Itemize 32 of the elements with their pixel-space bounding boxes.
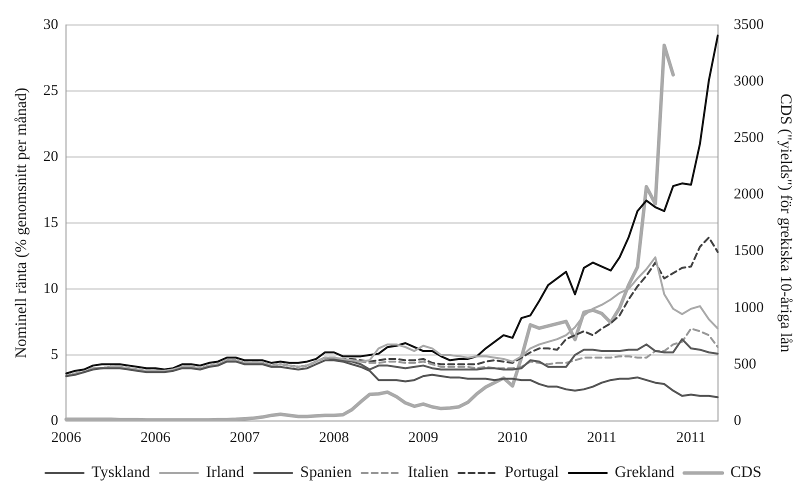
- legend-label: Italien: [408, 464, 449, 482]
- y2-axis-title: CDS ("yields") för grekiska 10-åriga lån: [777, 94, 794, 352]
- x-tick-label: 2010: [498, 430, 528, 446]
- x-tick-label: 2008: [318, 430, 349, 446]
- x-tick-label: 2011: [587, 430, 616, 446]
- legend-label: Tyskland: [92, 464, 150, 482]
- y-tick-label: 20: [43, 148, 58, 165]
- y-tick-label: 30: [43, 16, 58, 33]
- x-tick-label: 2011: [676, 430, 706, 446]
- y-axis-title: Nominell ränta (% genomsnitt per månad): [12, 88, 30, 358]
- y2-tick-label: 1000: [734, 300, 764, 316]
- y2-tick-label: 1500: [734, 243, 764, 260]
- y-tick-label: 15: [43, 214, 58, 231]
- x-tick-label: 2007: [230, 430, 260, 446]
- legend-label: Portugal: [504, 464, 560, 482]
- legend-label: Spanien: [300, 464, 352, 482]
- y2-tick-label: 3000: [734, 74, 764, 90]
- y-tick-label: 25: [43, 82, 58, 99]
- y2-tick-label: 2000: [734, 186, 764, 203]
- y2-tick-label: 0: [734, 412, 742, 429]
- y2-tick-label: 2500: [734, 130, 764, 146]
- y2-tick-label: 3500: [734, 16, 764, 33]
- x-tick-label: 2006: [140, 430, 171, 446]
- legend-label: Irland: [206, 464, 244, 482]
- legend-label: Grekland: [614, 464, 674, 482]
- y2-tick-label: 500: [734, 356, 756, 372]
- y-tick-label: 10: [43, 280, 58, 297]
- legend-label: CDS: [730, 464, 762, 482]
- x-tick-label: 2009: [408, 430, 438, 446]
- x-tick-label: 2006: [51, 430, 82, 446]
- y-tick-label: 5: [50, 346, 58, 363]
- y-tick-label: 0: [50, 412, 58, 429]
